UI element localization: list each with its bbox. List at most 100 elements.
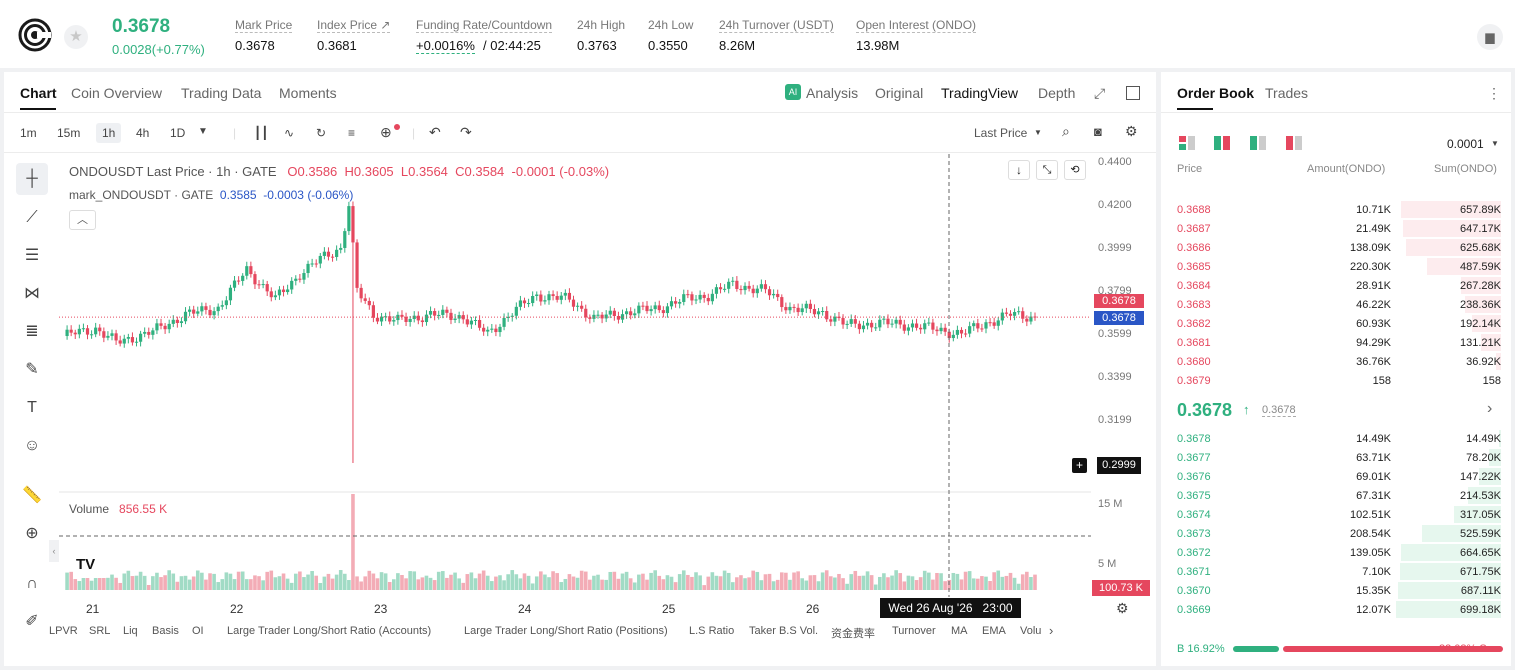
exchange-logo[interactable] bbox=[18, 18, 52, 52]
ruler-icon[interactable]: 📏 bbox=[22, 487, 42, 504]
redo-icon[interactable]: ↷ bbox=[460, 124, 472, 140]
view-asks-icon[interactable] bbox=[1286, 136, 1302, 150]
chart-settings-gear-icon[interactable]: ⚙ bbox=[1116, 600, 1129, 616]
brush-icon[interactable]: ✎ bbox=[25, 361, 39, 378]
price-axis[interactable]: 0.4400 0.4200 0.3999 0.3799 0.3599 0.339… bbox=[1092, 154, 1154, 654]
orderbook-row[interactable]: 0.3671 7.10K 671.75K bbox=[1161, 562, 1501, 581]
indicator-volume[interactable]: Volu bbox=[1020, 625, 1042, 637]
tab-order-book[interactable]: Order Book bbox=[1177, 85, 1255, 101]
mode-analysis[interactable]: Analysis bbox=[806, 85, 859, 101]
indicators-icon[interactable]: ∿ bbox=[284, 126, 295, 140]
chevron-right-icon[interactable]: › bbox=[1487, 400, 1493, 417]
orderbook-row[interactable]: 0.3687 21.49K 647.17K bbox=[1161, 219, 1501, 238]
timeframe-4h[interactable]: 4h bbox=[136, 126, 150, 140]
index-price-label[interactable]: Index Price ↗ bbox=[317, 18, 391, 33]
notes-icon[interactable]: ▆ bbox=[1477, 24, 1503, 50]
pencil-icon[interactable]: ✐ bbox=[25, 613, 39, 630]
candles-icon[interactable]: ┃┃ bbox=[254, 126, 269, 140]
orderbook-row[interactable]: 0.3683 46.22K 238.36K bbox=[1161, 295, 1501, 314]
orderbook-row[interactable]: 0.3677 63.71K 78.20K bbox=[1161, 448, 1501, 467]
indicator-ls-ratio[interactable]: L.S Ratio bbox=[689, 625, 735, 637]
candlestick-chart[interactable] bbox=[59, 154, 1091, 597]
turnover-24h-label[interactable]: 24h Turnover (USDT) bbox=[719, 18, 834, 33]
search-icon[interactable]: ⌕ bbox=[1062, 123, 1070, 139]
timeframe-15m[interactable]: 15m bbox=[57, 126, 81, 140]
orderbook-row[interactable]: 0.3684 28.91K 267.28K bbox=[1161, 276, 1501, 295]
replay-icon[interactable]: ↻ bbox=[316, 126, 327, 140]
orderbook-row[interactable]: 0.3673 208.54K 525.59K bbox=[1161, 524, 1501, 543]
timeframe-1d[interactable]: 1D bbox=[170, 126, 186, 140]
indicator-oi[interactable]: OI bbox=[192, 625, 204, 637]
tab-trades[interactable]: Trades bbox=[1265, 85, 1309, 101]
compress-icon[interactable]: ⤡ bbox=[1036, 160, 1058, 180]
fib-tool-icon[interactable]: ≣ bbox=[25, 323, 39, 340]
expand-icon[interactable]: ⤢ bbox=[1094, 85, 1106, 101]
indicator-ls-accounts[interactable]: Large Trader Long/Short Ratio (Accounts) bbox=[227, 625, 432, 637]
indicator-taker-vol[interactable]: Taker B.S Vol. bbox=[749, 625, 819, 637]
precision-select[interactable]: 0.0001 bbox=[1447, 137, 1484, 151]
camera-icon[interactable]: ◙ bbox=[1094, 124, 1102, 139]
add-indicator-icon[interactable]: ⊕ bbox=[380, 124, 392, 140]
zoom-in-icon[interactable]: ⊕ bbox=[25, 525, 39, 542]
orderbook-row[interactable]: 0.3685 220.30K 487.59K bbox=[1161, 257, 1501, 276]
collapse-toolbar-icon[interactable]: ‹ bbox=[49, 540, 59, 562]
settings-gear-icon[interactable]: ⚙ bbox=[1125, 123, 1138, 139]
orderbook-row[interactable]: 0.3676 69.01K 147.22K bbox=[1161, 467, 1501, 486]
indicator-ma[interactable]: MA bbox=[951, 625, 968, 637]
undo-icon[interactable]: ↶ bbox=[429, 124, 441, 140]
more-options-icon[interactable]: ⋮ bbox=[1487, 85, 1501, 101]
funding-rate-label[interactable]: Funding Rate/Countdown bbox=[416, 18, 553, 33]
indicator-funding-rate[interactable]: 资金费率 bbox=[831, 628, 875, 640]
orderbook-row[interactable]: 0.3674 102.51K 317.05K bbox=[1161, 505, 1501, 524]
timeframe-1m[interactable]: 1m bbox=[20, 126, 37, 140]
open-interest-label[interactable]: Open Interest (ONDO) bbox=[856, 18, 977, 33]
indicator-basis[interactable]: Basis bbox=[152, 625, 179, 637]
tab-moments[interactable]: Moments bbox=[279, 85, 337, 101]
templates-icon[interactable]: ≡ bbox=[348, 126, 356, 140]
orderbook-row[interactable]: 0.3686 138.09K 625.68K bbox=[1161, 238, 1501, 257]
orderbook-row[interactable]: 0.3682 60.93K 192.14K bbox=[1161, 314, 1501, 333]
price-type-select[interactable]: Last Price bbox=[974, 126, 1028, 140]
tab-trading-data[interactable]: Trading Data bbox=[181, 85, 262, 101]
mode-original[interactable]: Original bbox=[875, 85, 924, 101]
mark-price-label[interactable]: Mark Price bbox=[235, 18, 293, 33]
refresh-icon[interactable]: ⟲ bbox=[1064, 160, 1086, 180]
indicator-ls-positions[interactable]: Large Trader Long/Short Ratio (Positions… bbox=[464, 625, 668, 637]
chevron-down-icon[interactable]: ▼ bbox=[198, 126, 208, 137]
orderbook-row[interactable]: 0.3680 36.76K 36.92K bbox=[1161, 352, 1501, 371]
indicator-ema[interactable]: EMA bbox=[982, 625, 1006, 637]
orderbook-row[interactable]: 0.3670 15.35K 687.11K bbox=[1161, 581, 1501, 600]
funding-rate-value[interactable]: +0.0016% bbox=[416, 38, 475, 54]
indicator-turnover[interactable]: Turnover bbox=[892, 625, 936, 637]
chevron-down-icon[interactable]: ▼ bbox=[1491, 139, 1499, 148]
pattern-tool-icon[interactable]: ⋈ bbox=[24, 285, 40, 302]
view-layout-icon[interactable] bbox=[1214, 136, 1230, 150]
view-bids-icon[interactable] bbox=[1250, 136, 1266, 150]
trend-line-icon[interactable]: ⟋ bbox=[26, 209, 38, 226]
chevron-down-icon[interactable]: ▼ bbox=[1034, 128, 1042, 137]
orderbook-row[interactable]: 0.3678 14.49K 14.49K bbox=[1161, 429, 1501, 448]
mid-mark-price[interactable]: 0.3678 bbox=[1262, 404, 1296, 417]
scroll-down-icon[interactable]: ↓ bbox=[1008, 160, 1030, 180]
orderbook-row[interactable]: 0.3681 94.29K 131.21K bbox=[1161, 333, 1501, 352]
emoji-icon[interactable]: ☺ bbox=[23, 437, 41, 454]
magnet-icon[interactable]: ∩ bbox=[26, 575, 38, 592]
timeframe-1h[interactable]: 1h bbox=[96, 123, 122, 143]
indicator-liq[interactable]: Liq bbox=[123, 625, 138, 637]
orderbook-row[interactable]: 0.3679 158 158 bbox=[1161, 371, 1501, 390]
tab-coin-overview[interactable]: Coin Overview bbox=[71, 85, 163, 101]
collapse-legend-button[interactable]: ︿ bbox=[69, 210, 96, 230]
parallel-lines-icon[interactable]: ☰ bbox=[24, 247, 40, 264]
orderbook-row[interactable]: 0.3669 12.07K 699.18K bbox=[1161, 600, 1501, 619]
mode-depth[interactable]: Depth bbox=[1038, 85, 1076, 101]
indicator-lpvr[interactable]: LPVR bbox=[49, 625, 78, 637]
view-both-icon[interactable] bbox=[1179, 136, 1195, 150]
favorite-star-icon[interactable]: ★ bbox=[64, 25, 88, 49]
add-alert-icon[interactable]: + bbox=[1072, 458, 1087, 473]
tab-chart[interactable]: Chart bbox=[20, 85, 57, 101]
orderbook-row[interactable]: 0.3672 139.05K 664.65K bbox=[1161, 543, 1501, 562]
orderbook-row[interactable]: 0.3675 67.31K 214.53K bbox=[1161, 486, 1501, 505]
text-tool-icon[interactable]: T bbox=[27, 399, 37, 416]
mode-tradingview[interactable]: TradingView bbox=[941, 85, 1019, 101]
crosshair-tool-icon[interactable]: ┼ bbox=[16, 163, 48, 195]
